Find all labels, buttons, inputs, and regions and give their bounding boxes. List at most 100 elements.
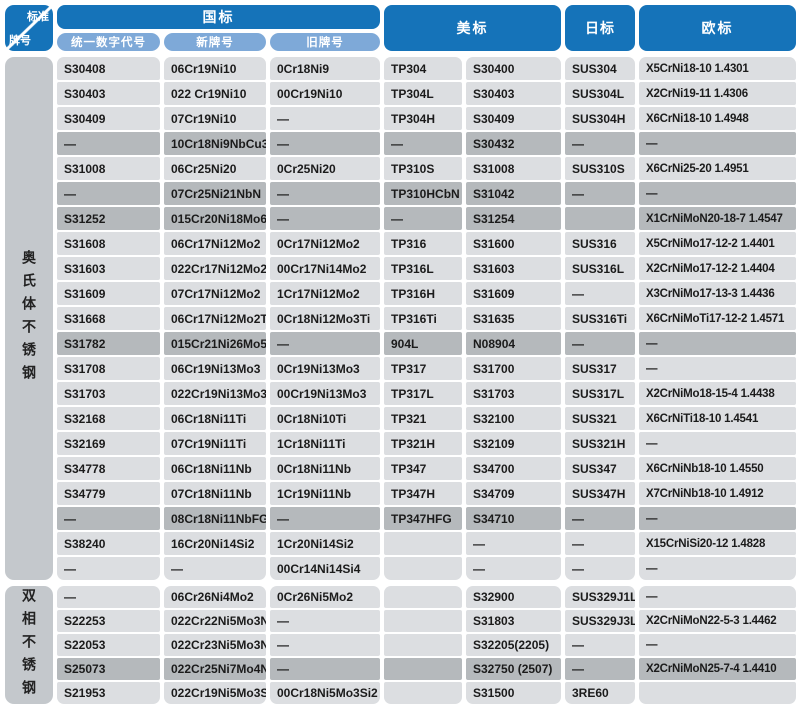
table-cell: X3CrNiMo17-13-3 1.4436 <box>639 282 796 305</box>
table-cell: — <box>57 586 160 608</box>
table-cell: 06Cr18Ni11Ti <box>164 407 266 430</box>
table-cell: 022Cr17Ni12Mo2 <box>164 257 266 280</box>
table-cell: — <box>57 132 160 155</box>
table-cell: S32100 <box>466 407 561 430</box>
table-cell: 1Cr19Ni11Nb <box>270 482 380 505</box>
table-cell: — <box>565 658 635 680</box>
table-cell: TP347 <box>384 457 462 480</box>
table-body-duplex: —06Cr26Ni4Mo2 0Cr26Ni5Mo2 S32900 SUS329J1L —… <box>57 586 796 704</box>
table-cell: S31700 <box>466 357 561 380</box>
table-header: 标准 牌号 国标 统一数字代号 新牌号 旧牌号 美标 日标 欧标 <box>5 5 796 51</box>
table-cell: S31042 <box>466 182 561 205</box>
table-cell: — <box>639 182 796 205</box>
table-cell: S21953 <box>57 682 160 704</box>
table-cell: — <box>57 507 160 530</box>
table-cell: S31803 <box>466 610 561 632</box>
table-cell: — <box>57 182 160 205</box>
table-body-austenitic: S30408 06Cr19Ni10 0Cr18Ni9 TP304 S30400 SUS30… <box>57 57 796 580</box>
table-cell: S32109 <box>466 432 561 455</box>
table-cell: — <box>270 182 380 205</box>
table-cell: S31668 <box>57 307 160 330</box>
table-cell: S30432 <box>466 132 561 155</box>
table-cell: 07Cr19Ni10 <box>164 107 266 130</box>
table-cell: TP321 <box>384 407 462 430</box>
table-cell: 06Cr17Ni12Mo2Ti <box>164 307 266 330</box>
table-cell: TP316H <box>384 282 462 305</box>
table-cell: — <box>384 132 462 155</box>
table-cell: SUS304L <box>565 82 635 105</box>
table-cell: S31254 <box>466 207 561 230</box>
table-cell: 0Cr25Ni20 <box>270 157 380 180</box>
table-cell: SUS317L <box>565 382 635 405</box>
table-cell: 0Cr17Ni12Mo2 <box>270 232 380 255</box>
table-cell: X6CrNi18-10 1.4948 <box>639 107 796 130</box>
table-cell: X6CrNiMoTi17-12-2 1.4571 <box>639 307 796 330</box>
table-cell: S34710 <box>466 507 561 530</box>
table-cell: 1Cr20Ni14Si2 <box>270 532 380 555</box>
table-cell: 015Cr21Ni26Mo5Cu2 <box>164 332 266 355</box>
section-duplex: 双相不锈钢 —06Cr26Ni4Mo2 0Cr26Ni5Mo2 S32900 SUS3… <box>5 586 796 704</box>
table-cell: — <box>639 586 796 608</box>
table-cell: TP316L <box>384 257 462 280</box>
table-cell <box>384 610 462 632</box>
table-cell: TP321H <box>384 432 462 455</box>
table-cell: 07Cr18Ni11Nb <box>164 482 266 505</box>
table-cell: S31608 <box>57 232 160 255</box>
table-cell: X5CrNi18-10 1.4301 <box>639 57 796 80</box>
table-cell: SUS304 <box>565 57 635 80</box>
table-cell: — <box>270 207 380 230</box>
table-cell: S31782 <box>57 332 160 355</box>
header-new-grade: 新牌号 <box>164 33 266 51</box>
table-cell <box>639 682 796 704</box>
table-cell <box>384 586 462 608</box>
table-cell: 00Cr19Ni10 <box>270 82 380 105</box>
table-cell: 015Cr20Ni18Mo6CuN <box>164 207 266 230</box>
table-cell: — <box>565 532 635 555</box>
table-cell: 06Cr19Ni10 <box>164 57 266 80</box>
table-cell: S31500 <box>466 682 561 704</box>
table-cell: S30403 <box>57 82 160 105</box>
table-cell: S31008 <box>57 157 160 180</box>
table-cell: — <box>57 557 160 580</box>
table-cell: S31252 <box>57 207 160 230</box>
table-cell: TP316 <box>384 232 462 255</box>
table-cell: — <box>270 658 380 680</box>
table-cell: TP316Ti <box>384 307 462 330</box>
table-cell: X7CrNiNb18-10 1.4912 <box>639 482 796 505</box>
table-cell: 022Cr19Ni13Mo3 <box>164 382 266 405</box>
table-cell: — <box>270 332 380 355</box>
table-cell: X1CrNiMoN20-18-7 1.4547 <box>639 207 796 230</box>
table-cell: 06Cr25Ni20 <box>164 157 266 180</box>
table-cell: 0Cr18Ni9 <box>270 57 380 80</box>
table-cell: X6CrNi25-20 1.4951 <box>639 157 796 180</box>
table-cell: SUS316Ti <box>565 307 635 330</box>
table-cell: S25073 <box>57 658 160 680</box>
table-cell: S34709 <box>466 482 561 505</box>
table-cell: SUS347H <box>565 482 635 505</box>
table-cell: — <box>639 132 796 155</box>
table-cell: 1Cr17Ni12Mo2 <box>270 282 380 305</box>
section-label-austenitic: 奥氏体不锈钢 <box>5 57 53 580</box>
table-cell: S31703 <box>57 382 160 405</box>
table-cell: S32205(2205) <box>466 634 561 656</box>
table-cell: S34700 <box>466 457 561 480</box>
table-cell: 022Cr23Ni5Mo3N <box>164 634 266 656</box>
table-cell: TP310HCbN <box>384 182 462 205</box>
table-cell: SUS310S <box>565 157 635 180</box>
table-cell: S31609 <box>57 282 160 305</box>
table-cell: X2CrNiMo17-12-2 1.4404 <box>639 257 796 280</box>
table-cell: — <box>164 557 266 580</box>
table-cell: X15CrNiSi20-12 1.4828 <box>639 532 796 555</box>
table-cell: — <box>565 634 635 656</box>
table-cell <box>384 557 462 580</box>
table-cell: 06Cr26Ni4Mo2 <box>164 586 266 608</box>
table-cell: S32168 <box>57 407 160 430</box>
table-cell: X6CrNiNb18-10 1.4550 <box>639 457 796 480</box>
table-cell: X2CrNiMoN25-7-4 1.4410 <box>639 658 796 680</box>
table-cell: 08Cr18Ni11NbFG <box>164 507 266 530</box>
table-cell: X5CrNiMo17-12-2 1.4401 <box>639 232 796 255</box>
table-cell: 10Cr18Ni9NbCu3BN <box>164 132 266 155</box>
section-austenitic: 奥氏体不锈钢 S30408 06Cr19Ni10 0Cr18Ni9 TP304 S304… <box>5 57 796 580</box>
table-cell: TP317 <box>384 357 462 380</box>
table-cell: — <box>565 507 635 530</box>
